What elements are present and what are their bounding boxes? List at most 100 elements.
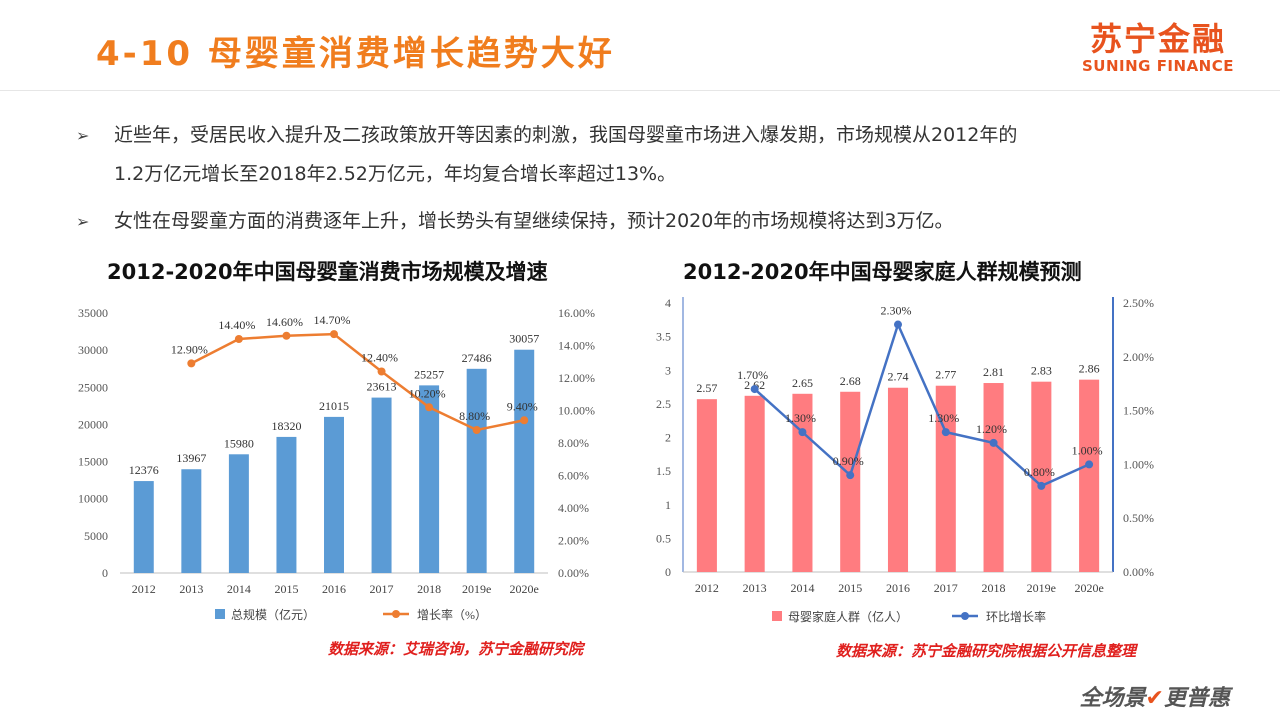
y-right-tick: 8.00% — [558, 436, 589, 450]
y-left-tick: 10000 — [78, 492, 108, 506]
bar — [133, 481, 154, 573]
check-icon: ✔ — [1145, 686, 1164, 711]
bullet-1-line-2: 1.2万亿元增长至2018年2.52万亿元，年均复合增长率超过13%。 — [114, 163, 677, 185]
legend-bar-swatch — [772, 611, 782, 621]
y-left-tick: 1 — [665, 498, 671, 512]
x-tick-label: 2012 — [695, 581, 719, 595]
line-point — [750, 385, 759, 394]
line-point — [234, 335, 243, 343]
brand-logo: 苏宁金融 SUNING FINANCE — [1082, 20, 1234, 74]
y-right-tick: 2.00% — [1123, 350, 1154, 364]
x-tick-label: 2015 — [274, 582, 298, 596]
bar-value-label: 13967 — [176, 451, 206, 465]
y-left-tick: 3 — [665, 363, 671, 377]
bullet-1-line-1: 近些年，受居民收入提升及二孩政策放开等因素的刺激，我国母婴童市场进入爆发期，市场… — [114, 124, 1018, 146]
y-right-tick: 12.00% — [558, 371, 595, 385]
bar — [419, 385, 440, 573]
bar-value-label: 30057 — [509, 332, 539, 346]
x-tick-label: 2020e — [1074, 581, 1103, 595]
bar-value-label: 2.77 — [935, 368, 956, 382]
y-right-tick: 6.00% — [558, 469, 589, 483]
bar-value-label: 21015 — [319, 399, 349, 413]
x-tick-label: 2013 — [179, 582, 203, 596]
bar-value-label: 18320 — [271, 419, 301, 433]
bullet-arrow-icon: ➢ — [76, 212, 90, 231]
x-tick-label: 2019e — [1027, 581, 1056, 595]
bullet-2: ➢ 女性在母婴童方面的消费逐年上升，增长势头有望继续保持，预计2020年的市场规模… — [76, 202, 953, 241]
y-left-tick: 1.5 — [656, 464, 671, 478]
y-left-tick: 4 — [665, 296, 671, 310]
y-right-tick: 2.50% — [1123, 296, 1154, 310]
y-right-tick: 0.00% — [558, 566, 589, 580]
line-value-label: 1.70% — [737, 368, 768, 382]
y-right-tick: 0.50% — [1123, 511, 1154, 525]
y-left-tick: 3.5 — [656, 330, 671, 344]
y-left-tick: 20000 — [78, 417, 108, 431]
line-value-label: 14.40% — [218, 318, 255, 332]
x-tick-label: 2017 — [370, 582, 394, 596]
y-left-tick: 2.5 — [656, 397, 671, 411]
line-point — [282, 331, 291, 340]
line-value-label: 0.90% — [833, 454, 864, 468]
line-point — [989, 438, 998, 447]
x-tick-label: 2019e — [462, 582, 491, 596]
y-right-tick: 16.00% — [558, 306, 595, 320]
legend-bar-swatch — [215, 609, 225, 619]
line-point — [472, 426, 481, 434]
y-left-tick: 0 — [665, 565, 671, 579]
line-point — [894, 320, 902, 329]
line-value-label: 14.60% — [266, 315, 303, 329]
chart-2-title: 2012-2020年中国母婴家庭人群规模预测 — [683, 260, 1082, 284]
y-right-tick: 1.00% — [1123, 457, 1154, 471]
y-left-tick: 0.5 — [656, 531, 671, 545]
line-point — [377, 367, 386, 376]
bar — [744, 395, 765, 572]
bar — [887, 387, 909, 572]
line-point — [798, 428, 807, 437]
bar — [324, 416, 344, 573]
bullet-2-line-1: 女性在母婴童方面的消费逐年上升，增长势头有望继续保持，预计2020年的市场规模将… — [114, 210, 954, 232]
y-left-tick: 2 — [665, 431, 671, 445]
bar — [228, 454, 249, 573]
line-value-label: 1.20% — [976, 422, 1007, 436]
line-value-label: 2.30% — [881, 304, 912, 318]
line-value-label: 14.70% — [314, 313, 351, 327]
x-tick-label: 2013 — [743, 581, 767, 595]
line-point — [1085, 460, 1094, 469]
x-tick-label: 2012 — [132, 582, 156, 596]
line-point — [187, 359, 196, 368]
bar-value-label: 2.74 — [888, 370, 909, 384]
growth-line — [190, 332, 525, 432]
bar — [696, 399, 717, 572]
bar — [983, 383, 1004, 572]
legend-line-label: 环比增长率 — [986, 609, 1046, 624]
logo-en-text: SUNING FINANCE — [1081, 57, 1234, 75]
chart-2: 0 0.5 1 1.5 2 2.5 3 3.5 4 0.00% 0.50% 1.00% 1.50% 2.0… — [656, 296, 1154, 624]
bar — [514, 349, 535, 573]
bar — [371, 397, 392, 573]
slogan-part-a: 全场景 — [1079, 686, 1146, 711]
line-value-label: 1.30% — [785, 411, 816, 425]
y-left-tick: 30000 — [78, 343, 108, 357]
y-left-tick: 15000 — [78, 455, 108, 469]
slogan-part-b: 更普惠 — [1163, 686, 1230, 711]
bar — [1079, 379, 1100, 572]
x-tick-label: 2017 — [934, 581, 958, 595]
line-point — [425, 403, 434, 412]
bar-value-label: 25257 — [414, 367, 444, 381]
bar-value-label: 2.86 — [1079, 362, 1100, 376]
legend-bar-label: 母婴家庭人群（亿人） — [788, 609, 908, 624]
line-point — [941, 428, 950, 437]
header-divider — [0, 90, 1280, 91]
bar-value-label: 12376 — [129, 463, 159, 477]
page-title: 4-10 母婴童消费增长趋势大好 — [96, 34, 615, 74]
legend-line-marker — [392, 610, 400, 618]
line-value-label: 8.80% — [459, 409, 490, 423]
bullet-arrow-icon: ➢ — [76, 126, 90, 145]
bullet-1: ➢ 近些年，受居民收入提升及二孩政策放开等因素的刺激，我国母婴童市场进入爆发期，市… — [76, 116, 1017, 193]
logo-cn-text: 苏宁金融 — [1089, 20, 1226, 58]
bar-value-label: 27486 — [462, 351, 492, 365]
x-tick-label: 2015 — [838, 581, 862, 595]
legend-bar-label: 总规模（亿元） — [231, 607, 315, 622]
bar-value-label: 2.83 — [1031, 364, 1052, 378]
